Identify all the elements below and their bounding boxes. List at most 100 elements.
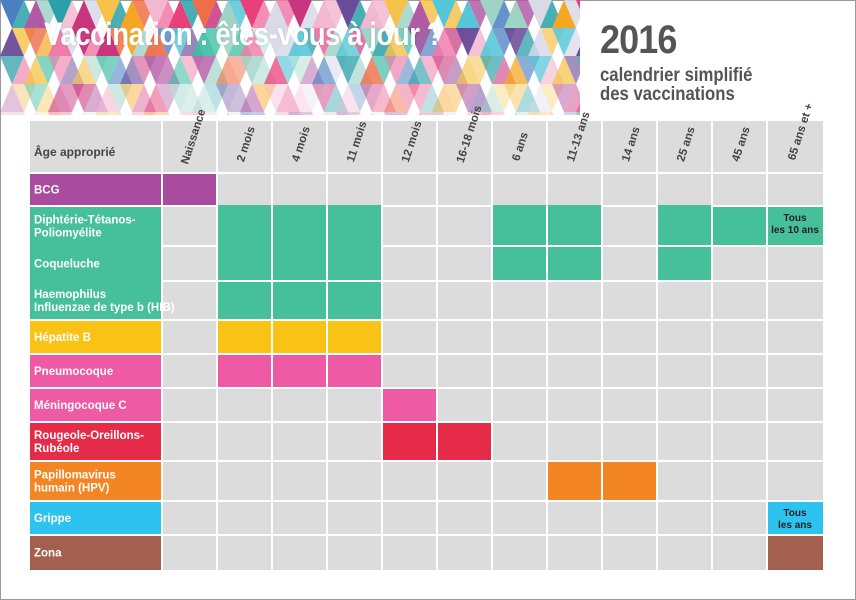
cell-join [218, 205, 271, 207]
mosaic-tile [468, 112, 492, 115]
note-text: Tous [783, 508, 807, 519]
empty-cell [272, 173, 327, 206]
mosaic-tile [420, 84, 444, 112]
empty-cell [272, 501, 327, 535]
empty-cell [712, 501, 767, 535]
mosaic-tile [418, 112, 422, 115]
mosaic-tile [466, 112, 470, 115]
empty-cell [382, 173, 437, 206]
empty-cell [162, 206, 217, 246]
mosaic-tile [240, 0, 264, 28]
mosaic-tile [264, 0, 288, 28]
mosaic-tile [0, 28, 24, 56]
mosaic-tile [166, 112, 170, 115]
mosaic-tile [312, 0, 336, 28]
empty-cell [712, 422, 767, 461]
vaccination-cell [547, 461, 602, 501]
mosaic-tile [492, 84, 516, 112]
mosaic-tile [264, 28, 288, 56]
empty-cell [492, 354, 547, 388]
empty-cell [492, 281, 547, 320]
empty-cell [382, 501, 437, 535]
mosaic-tile [432, 28, 456, 56]
year-title: 2016 [600, 18, 677, 62]
empty-cell [382, 354, 437, 388]
mosaic-tile [48, 0, 72, 28]
empty-cell [767, 422, 823, 461]
mosaic-tile [406, 112, 410, 115]
mosaic-tile [480, 56, 504, 84]
mosaic-tile [118, 112, 122, 115]
mosaic-tile [48, 56, 72, 84]
mosaic-tile [36, 112, 60, 115]
empty-cell [382, 320, 437, 354]
mosaic-tile [72, 28, 96, 56]
mosaic-tile [48, 84, 72, 112]
mosaic-tile [504, 0, 528, 28]
mosaic-tile [264, 56, 288, 84]
cell-join [273, 245, 326, 247]
mosaic-tile [180, 84, 204, 112]
mosaic-tile [552, 0, 576, 28]
mosaic-tile [384, 28, 408, 56]
vaccination-cell [657, 246, 712, 281]
mosaic-tile [96, 84, 120, 112]
row-label-cell [30, 422, 162, 461]
mosaic-tile [274, 112, 278, 115]
mosaic-tile [288, 0, 312, 28]
empty-cell [547, 281, 602, 320]
empty-cell [272, 388, 327, 422]
empty-cell [162, 461, 217, 501]
empty-cell [162, 320, 217, 354]
vaccination-cell [767, 535, 823, 570]
empty-cell [492, 535, 547, 570]
row-label: Grippe [34, 513, 71, 525]
mosaic-tile [0, 56, 24, 84]
mosaic-tile [396, 84, 420, 112]
mosaic-tile [120, 84, 144, 112]
empty-cell [602, 281, 657, 320]
empty-cell [382, 461, 437, 501]
mosaic-tile [130, 112, 134, 115]
mosaic-tile [48, 28, 72, 56]
mosaic-tile [504, 56, 528, 84]
mosaic-tile [24, 28, 48, 56]
empty-cell [712, 535, 767, 570]
empty-cell [382, 535, 437, 570]
vaccination-cell [272, 354, 327, 388]
mosaic-tile [576, 0, 580, 10]
cell-join [328, 245, 381, 247]
empty-cell [767, 388, 823, 422]
vaccination-cell [327, 281, 382, 320]
mosaic-tile [216, 56, 240, 84]
mosaic-tile [336, 84, 360, 112]
mosaic-tile [288, 28, 312, 56]
mosaic-tile [216, 0, 240, 28]
empty-cell [767, 246, 823, 281]
empty-cell [657, 422, 712, 461]
empty-cell [437, 388, 492, 422]
empty-cell [547, 320, 602, 354]
empty-cell [657, 461, 712, 501]
vaccination-cell [547, 206, 602, 246]
empty-cell [437, 461, 492, 501]
mosaic-tile [108, 84, 132, 112]
empty-cell [162, 246, 217, 281]
mosaic-tile [504, 84, 528, 112]
mosaic-tile [0, 84, 24, 112]
empty-cell [492, 501, 547, 535]
empty-cell [657, 388, 712, 422]
mosaic-tile [480, 0, 504, 28]
mosaic-tile [528, 28, 552, 56]
cell-join [273, 205, 326, 207]
empty-cell [547, 535, 602, 570]
mosaic-tile [240, 112, 264, 115]
mosaic-tile [550, 112, 554, 115]
header-row [30, 121, 823, 173]
vaccination-cell [272, 281, 327, 320]
row-label-cell [30, 281, 162, 320]
mosaic-tile [300, 84, 324, 112]
mosaic-tile [358, 112, 362, 115]
mosaic-tile [372, 112, 396, 115]
mosaic-tile [192, 0, 216, 28]
